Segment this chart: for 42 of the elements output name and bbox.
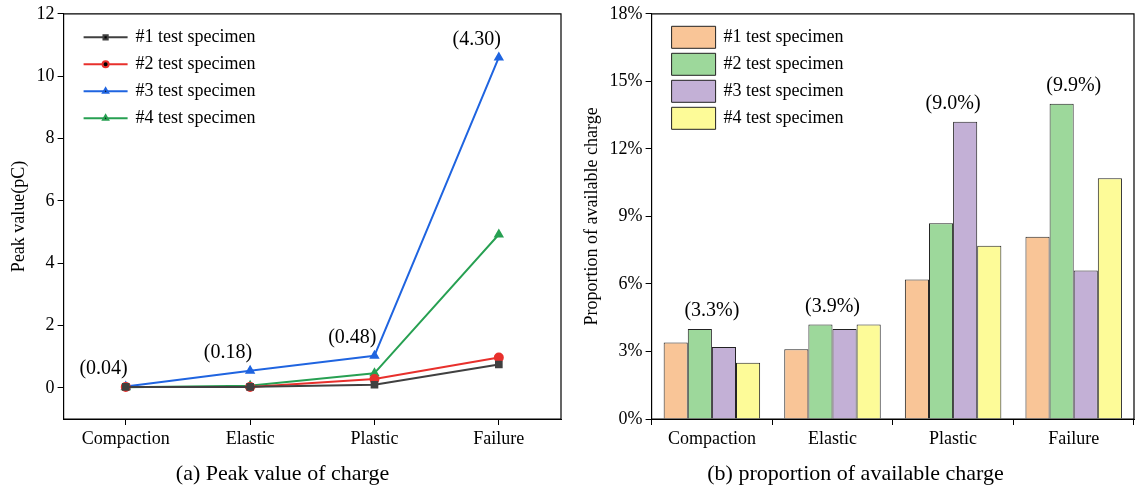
annotation: (0.04) — [79, 355, 128, 379]
legend-label: #2 test specimen — [723, 53, 844, 74]
y-tick-label: 18% — [609, 2, 643, 23]
annotation: (9.0%) — [925, 91, 981, 115]
y-tick-label: 0% — [618, 407, 643, 428]
legend-label: #4 test specimen — [135, 107, 256, 128]
annotation: (4.30) — [452, 26, 501, 50]
x-tick-label: Failure — [473, 427, 525, 448]
x-tick-label: Plastic — [350, 427, 399, 448]
y-tick-label: 3% — [618, 340, 643, 361]
y-tick-label: 6% — [618, 272, 643, 293]
y-tick-label: 4 — [45, 251, 55, 272]
legend-label: #1 test specimen — [723, 26, 844, 47]
y-axis-title: Peak value(pC) — [7, 160, 29, 273]
y-tick-label: 12% — [609, 137, 643, 158]
y-tick-label: 9% — [618, 205, 643, 226]
annotation: (3.3%) — [684, 298, 740, 322]
legend-label: #4 test specimen — [723, 107, 844, 128]
x-tick-label: Elastic — [808, 427, 857, 448]
x-tick-label: Compaction — [81, 427, 170, 448]
text: (b) proportion of available charge — [707, 459, 1004, 485]
y-tick-label: 15% — [609, 70, 643, 91]
x-tick-label: Plastic — [929, 427, 978, 448]
y-tick-label: 8 — [45, 127, 55, 148]
x-tick-label: Compaction — [667, 427, 756, 448]
y-tick-label: 6 — [45, 189, 55, 210]
x-tick-label: Elastic — [225, 427, 275, 448]
x-tick-label: Failure — [1048, 427, 1100, 448]
y-tick-label: 10 — [36, 64, 55, 85]
legend-label: #1 test specimen — [135, 26, 256, 47]
legend-label: #3 test specimen — [135, 80, 256, 101]
y-tick-label: 2 — [45, 314, 55, 335]
annotation: (3.9%) — [805, 293, 860, 317]
annotation: (0.18) — [203, 339, 253, 363]
text: (a) Peak value of charge — [175, 459, 390, 485]
legend-label: #2 test specimen — [135, 53, 256, 74]
annotation: (0.48) — [328, 324, 377, 348]
annotation: (9.9%) — [1046, 73, 1102, 97]
y-tick-label: 12 — [36, 2, 55, 23]
y-axis-title: Proportion of available charge — [580, 107, 601, 326]
legend-label: #3 test specimen — [723, 80, 844, 101]
y-tick-label: 0 — [45, 376, 55, 397]
